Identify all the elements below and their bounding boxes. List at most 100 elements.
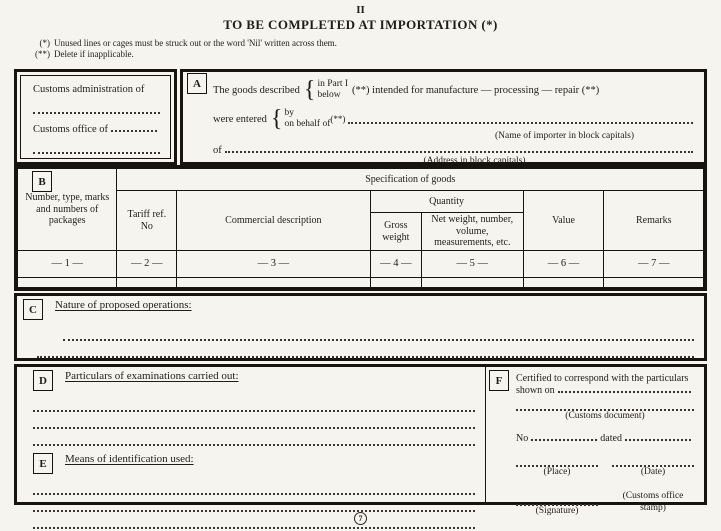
date-caption: (Date) — [640, 467, 666, 478]
section-e-heading-row: E Means of identification used: — [33, 453, 475, 475]
section-d-heading: Particulars of examinations carried out: — [65, 370, 239, 383]
customs-administration-inner: Customs administration of Customs office… — [20, 75, 171, 160]
signature-caption: (Signature) — [535, 506, 579, 517]
certified-shown-on-row: shown on — [516, 384, 694, 396]
page-number-badge: 7 — [354, 512, 367, 526]
signature-stamp-row: (Signature) (Customs office stamp) — [516, 485, 694, 516]
footnotes: (*) Unused lines or cages must be struck… — [28, 38, 721, 59]
delete-marker: (**) — [330, 114, 346, 125]
brace-glyph: { — [270, 106, 283, 133]
document-number-fill-line — [531, 433, 598, 442]
address-fill-line — [224, 144, 693, 154]
customs-document-fill-line — [557, 384, 691, 393]
col-number-2: — 2 — — [116, 250, 178, 279]
examinations-fill-line — [33, 400, 475, 413]
importer-name-fill-line — [348, 115, 693, 124]
address-caption: (Address in block capitals) — [423, 156, 526, 167]
signature-cell: (Signature) — [516, 485, 598, 516]
stamp-cell: (Customs office stamp) — [612, 485, 694, 516]
col-number-7: — 7 — — [603, 250, 704, 279]
place-caption: (Place) — [543, 467, 571, 478]
identification-fill-line — [33, 483, 475, 496]
shown-on-label: shown on — [516, 384, 555, 396]
place-fill-line — [516, 455, 598, 468]
empty-goods-row — [16, 277, 704, 289]
option-on-behalf: on behalf of — [284, 119, 331, 130]
section-c-heading-row: C Nature of proposed operations: — [23, 299, 698, 321]
empty-cell — [522, 277, 605, 289]
operations-fill-line — [63, 329, 694, 342]
date-cell: (Date) — [612, 452, 694, 477]
section-a-label-box: A — [187, 73, 207, 95]
section-e-label-box: E — [33, 453, 53, 475]
section-d: D Particulars of examinations carried ou… — [23, 370, 475, 447]
col-header-remarks: Remarks — [603, 190, 704, 252]
no-label: No — [516, 433, 529, 445]
goods-described-rest: (**) intended for manufacture — processi… — [352, 84, 600, 96]
footnote-star: (*) Unused lines or cages must be struck… — [28, 38, 721, 49]
customs-document-caption: (Customs document) — [565, 410, 645, 421]
option-below: below — [317, 90, 341, 101]
customs-administration-label: Customs administration of — [33, 84, 145, 96]
were-entered-options: by on behalf of — [284, 108, 330, 130]
col-header-description: Commercial description — [176, 190, 371, 252]
option-in-part: in Part I — [317, 79, 349, 90]
customs-office-label: Customs office of — [33, 124, 109, 136]
col-header-net-weight: Net weight, number, volume, measurements… — [421, 212, 524, 252]
footnote-marker: (**) — [35, 48, 50, 59]
sections-d-e-column: D Particulars of examinations carried ou… — [17, 367, 486, 530]
document-date-fill-line — [624, 433, 692, 442]
col-number-3: — 3 — — [176, 250, 371, 279]
part-number: II — [356, 4, 365, 16]
section-e-heading: Means of identification used: — [65, 453, 194, 466]
customs-administration-box: Customs administration of Customs office… — [14, 69, 177, 166]
signature-fill-line — [516, 494, 598, 507]
goods-described-text: The goods described — [213, 84, 300, 96]
brace-glyph: { — [303, 77, 316, 104]
footnote-text: Delete if inapplicable. — [54, 48, 134, 59]
goods-described-options: in Part I below — [317, 79, 348, 101]
empty-cell — [176, 277, 371, 289]
section-b-goods-table: B Number, type, marks and numbers of pac… — [14, 165, 707, 292]
col-header-value: Value — [522, 190, 605, 252]
section-f-label-box: F — [489, 370, 509, 392]
option-by: by — [284, 108, 294, 119]
number-dated-row: No dated — [516, 433, 694, 445]
date-fill-line — [612, 455, 694, 468]
col-number-5: — 5 — — [421, 250, 524, 279]
place-date-row: (Place) (Date) — [516, 452, 694, 477]
customs-office-fill-line-2 — [33, 142, 160, 155]
customs-administration-fill-line — [33, 102, 160, 115]
column-number-row: — 1 — — 2 — — 3 — — 4 — — 5 — — 6 — — 7 … — [16, 250, 704, 279]
page-marker-wrap: 7 — [0, 512, 721, 526]
section-c-heading: Nature of proposed operations: — [55, 299, 192, 312]
empty-cell — [369, 277, 423, 289]
empty-cell — [116, 277, 178, 289]
certified-text-line1: Certified to correspond with the particu… — [516, 373, 689, 385]
examinations-fill-line — [33, 434, 475, 447]
row-a: Customs administration of Customs office… — [14, 69, 707, 167]
section-f: F Certified to correspond with the parti… — [486, 367, 704, 516]
empty-cell — [16, 277, 118, 289]
empty-cell — [603, 277, 704, 289]
customs-document-fill-line-2 — [516, 399, 694, 411]
section-a-box: A The goods described { in Part I below … — [180, 69, 707, 167]
identification-fill-line — [33, 500, 475, 513]
footnote-marker: (*) — [39, 38, 51, 48]
place-cell: (Place) — [516, 452, 598, 477]
footnote-double-star: (**) Delete if inapplicable. — [28, 49, 721, 60]
col-header-gross-weight: Gross weight — [369, 212, 423, 252]
footnote-text: Unused lines or cages must be struck out… — [54, 38, 337, 48]
goods-table: Number, type, marks and numbers of packa… — [16, 168, 704, 289]
quantity-header: Quantity — [369, 190, 524, 214]
were-entered-row: were entered { by on behalf of (**) — [213, 107, 696, 131]
page-title: TO BE COMPLETED AT IMPORTATION (*) — [223, 17, 498, 32]
were-entered-text: were entered — [213, 113, 267, 125]
col-number-1: — 1 — — [16, 250, 118, 279]
operations-fill-line — [37, 346, 694, 359]
section-e: E Means of identification used: — [23, 453, 475, 530]
section-d-label-box: D — [33, 370, 53, 392]
spec-of-goods-header: Specification of goods — [116, 168, 704, 192]
dated-label: dated — [600, 433, 622, 445]
